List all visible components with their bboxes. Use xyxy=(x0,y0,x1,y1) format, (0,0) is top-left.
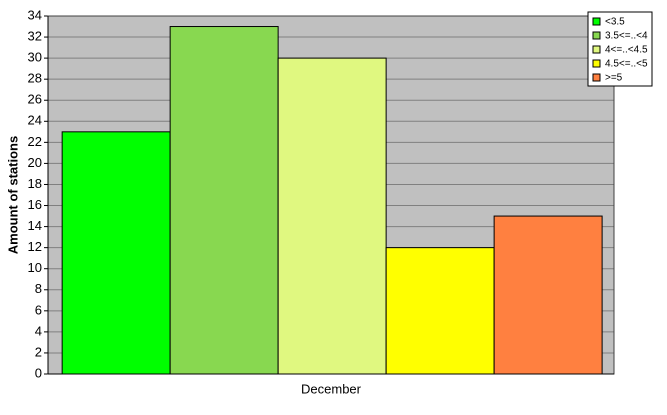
y-tick-label: 10 xyxy=(28,260,42,275)
y-axis-label: Amount of stations xyxy=(5,136,20,254)
y-tick-label: 12 xyxy=(28,239,42,254)
y-tick-label: 16 xyxy=(28,197,42,212)
bar xyxy=(61,131,171,375)
legend-label: 4<=..<4.5 xyxy=(605,45,648,56)
legend-swatch xyxy=(592,73,601,82)
y-tick-label: 20 xyxy=(28,155,42,170)
bar xyxy=(493,215,603,375)
y-tick-label: 26 xyxy=(28,92,42,107)
y-tick-label: 4 xyxy=(35,323,42,338)
bar xyxy=(169,26,279,375)
bar xyxy=(277,57,387,375)
y-tick-label: 34 xyxy=(28,7,42,22)
y-tick-label: 14 xyxy=(28,218,42,233)
y-tick-label: 8 xyxy=(35,281,42,296)
bar xyxy=(385,247,495,375)
legend-swatch xyxy=(592,17,601,26)
legend-label: 4.5<=..<5 xyxy=(605,59,648,70)
legend-label: <3.5 xyxy=(605,17,625,28)
x-tick-label: December xyxy=(301,381,362,396)
legend-label: 3.5<=..<4 xyxy=(605,31,648,42)
legend-swatch xyxy=(592,31,601,40)
legend-label: >=5 xyxy=(605,73,623,84)
y-tick-label: 22 xyxy=(28,134,42,149)
y-tick-label: 28 xyxy=(28,71,42,86)
legend-swatch xyxy=(592,45,601,54)
y-tick-label: 30 xyxy=(28,50,42,65)
y-tick-label: 0 xyxy=(35,365,42,380)
legend-swatch xyxy=(592,59,601,68)
y-tick-label: 18 xyxy=(28,176,42,191)
y-tick-label: 2 xyxy=(35,344,42,359)
y-tick-label: 6 xyxy=(35,302,42,317)
y-tick-label: 32 xyxy=(28,28,42,43)
y-tick-label: 24 xyxy=(28,113,42,128)
